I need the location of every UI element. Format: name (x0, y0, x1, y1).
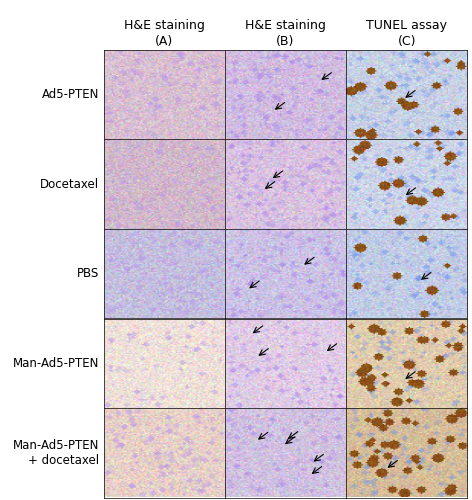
Text: Docetaxel: Docetaxel (40, 178, 99, 190)
Text: Ad5-PTEN: Ad5-PTEN (42, 88, 99, 101)
Text: Man-Ad5-PTEN: Man-Ad5-PTEN (13, 356, 99, 370)
Text: Man-Ad5-PTEN
+ docetaxel: Man-Ad5-PTEN + docetaxel (13, 439, 99, 467)
Text: PBS: PBS (77, 267, 99, 280)
Text: H&E staining
(B): H&E staining (B) (245, 20, 326, 48)
Text: TUNEL assay
(C): TUNEL assay (C) (366, 20, 447, 48)
Text: H&E staining
(A): H&E staining (A) (124, 20, 205, 48)
